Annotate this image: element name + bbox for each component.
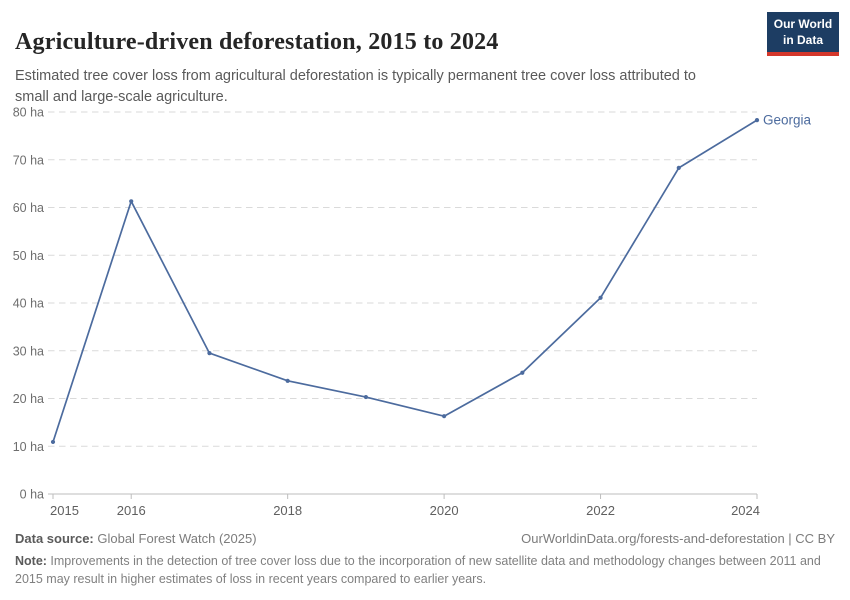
data-source-value: Global Forest Watch (2025) [93, 531, 257, 546]
data-point [520, 370, 525, 375]
chart-footer: Data source: Global Forest Watch (2025) … [15, 531, 835, 588]
x-axis-tick-label: 2015 [50, 503, 79, 518]
data-source: Data source: Global Forest Watch (2025) [15, 531, 257, 546]
data-point [207, 351, 212, 356]
data-point [598, 295, 603, 300]
x-axis-tick-label: 2018 [273, 503, 302, 518]
owid-logo: Our World in Data [767, 12, 839, 57]
note-label: Note: [15, 554, 47, 568]
y-axis-tick-label: 20 ha [13, 392, 44, 406]
data-source-label: Data source: [15, 531, 94, 546]
x-axis-tick-label: 2024 [731, 503, 760, 518]
owid-url-link[interactable]: OurWorldinData.org/forests-and-deforesta… [521, 531, 835, 546]
owid-logo-line1: Our World [773, 17, 833, 31]
x-axis-tick-label: 2022 [586, 503, 615, 518]
data-point [676, 165, 681, 170]
y-axis-tick-label: 40 ha [13, 297, 44, 311]
y-axis-tick-label: 60 ha [13, 201, 44, 215]
data-point [363, 394, 368, 400]
data-point [129, 199, 134, 204]
x-axis-tick-label: 2016 [117, 503, 146, 518]
y-axis-tick-label: 80 ha [13, 106, 44, 120]
data-point [50, 439, 56, 445]
series-label-georgia: Georgia [763, 113, 812, 128]
y-axis-tick-label: 70 ha [13, 153, 44, 167]
note-value: Improvements in the detection of tree co… [15, 554, 821, 587]
y-axis-tick-label: 10 ha [13, 440, 44, 454]
data-point [442, 414, 447, 419]
y-axis-tick-label: 50 ha [13, 249, 44, 263]
data-line-georgia [52, 119, 758, 443]
chart-note: Note: Improvements in the detection of t… [15, 552, 835, 588]
data-point [754, 118, 760, 123]
y-axis-tick-label: 0 ha [20, 488, 44, 502]
y-axis-tick-label: 30 ha [13, 344, 44, 358]
chart-subtitle: Estimated tree cover loss from agricultu… [15, 67, 696, 106]
owid-logo-line2: in Data [782, 32, 823, 47]
data-point [285, 378, 290, 383]
chart-title: Agriculture-driven deforestation, 2015 t… [15, 29, 499, 56]
x-axis-tick-label: 2020 [430, 503, 459, 518]
